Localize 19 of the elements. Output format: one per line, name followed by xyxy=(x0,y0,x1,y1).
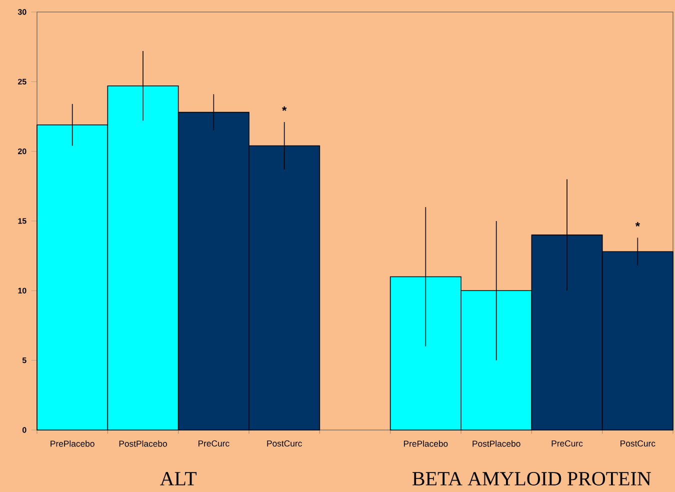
x-tick-label: PostCurc xyxy=(267,440,302,447)
x-tick-label: PreCurc xyxy=(198,440,230,447)
y-tick-label: 20 xyxy=(18,148,26,154)
data-label: * xyxy=(282,106,287,111)
y-tick-label: 15 xyxy=(18,218,26,224)
data-label: * xyxy=(635,222,640,227)
x-tick-label: PrePlacebo xyxy=(50,440,94,447)
x-tick-label: PreCurc xyxy=(552,440,583,447)
x-tick-label: PostCurc xyxy=(620,440,656,447)
y-tick-label: 10 xyxy=(18,288,26,294)
y-tick-label: 30 xyxy=(18,9,26,15)
y-tick-label: 0 xyxy=(22,427,26,433)
x-tick-label: PrePlacebo xyxy=(404,440,448,447)
y-tick-label: 25 xyxy=(18,78,26,84)
text: BETA AMYLOID PROTEIN xyxy=(412,472,651,486)
x-tick-label: PostPlacebo xyxy=(119,440,167,447)
text: ALT xyxy=(160,472,197,486)
y-tick-label: 5 xyxy=(22,358,26,364)
x-tick-label: PostPlacebo xyxy=(472,440,520,447)
